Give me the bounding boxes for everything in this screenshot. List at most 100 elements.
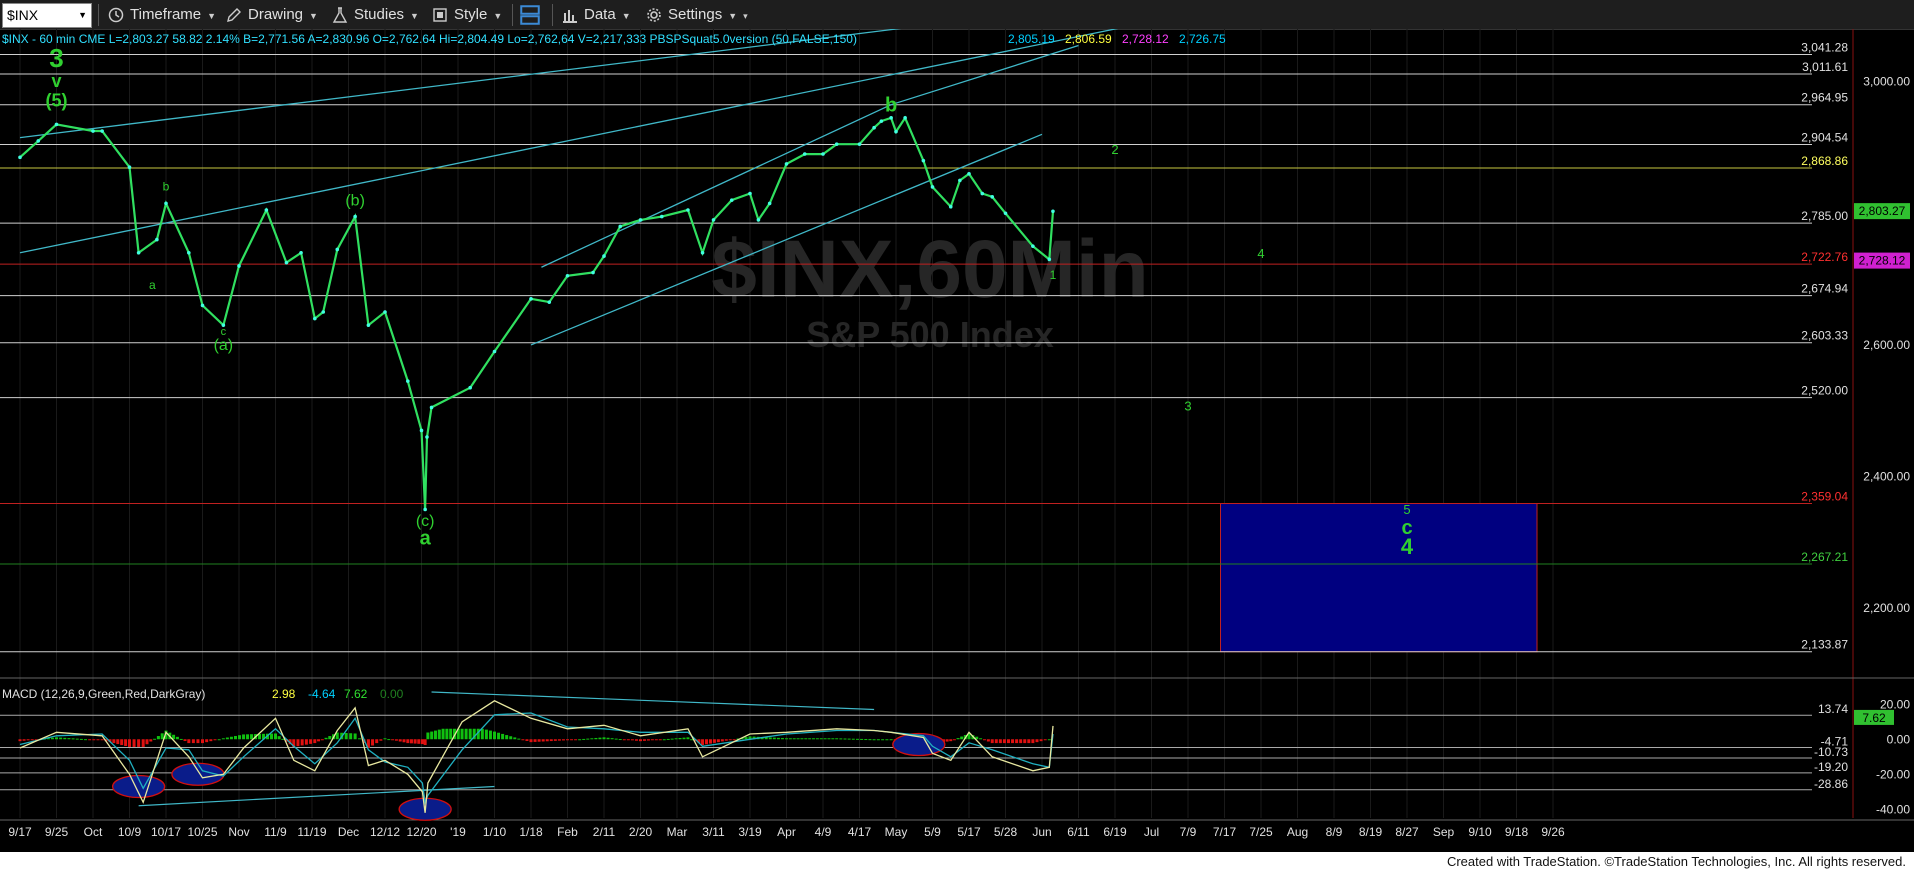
layout-button[interactable] (520, 3, 544, 26)
macd-histogram-bar (724, 739, 728, 741)
x-tick-label: 6/11 (1067, 825, 1090, 839)
price-point (264, 208, 269, 212)
macd-histogram-bar (480, 728, 484, 740)
macd-histogram-bar (141, 739, 145, 747)
price-point (366, 323, 371, 327)
macd-histogram-bar (497, 732, 501, 740)
macd-histogram-bar (387, 739, 391, 741)
gear-icon (647, 8, 661, 22)
target-zone-box (1220, 503, 1538, 653)
macd-histogram-bar (394, 739, 398, 741)
macd-histogram-bar (780, 738, 784, 740)
caret-down-icon: ▼ (410, 11, 419, 21)
macd-level-label: -4.71 (1821, 734, 1849, 748)
macd-histogram-bar (529, 739, 533, 743)
macd-histogram-bar (658, 739, 662, 741)
x-tick-label: Jun (1032, 825, 1051, 839)
price-point (958, 178, 962, 183)
macd-histogram-bar (406, 739, 410, 744)
macd-histogram-bar (614, 738, 618, 740)
settings-menu[interactable]: Settings ▼ ▾ (646, 3, 748, 26)
chevron-down-icon[interactable]: ▼ (78, 10, 87, 20)
wave-label: 4 (1257, 246, 1264, 261)
macd-histogram-bar (164, 730, 168, 740)
timeframe-label: Timeframe (130, 6, 202, 23)
macd-histogram-bar (128, 739, 131, 747)
data-label: Data (584, 6, 616, 23)
macd-histogram-bar (541, 739, 545, 742)
macd-histogram-bar (1047, 739, 1051, 741)
macd-histogram-bar (945, 739, 949, 742)
macd-histogram-bar (847, 738, 851, 740)
macd-histogram-bar (728, 739, 732, 741)
x-tick-label: 10/17 (151, 825, 181, 839)
macd-histogram-bar (639, 739, 642, 742)
price-point (136, 250, 141, 255)
macd-histogram-bar (452, 728, 456, 740)
macd-histogram-bar (213, 739, 217, 741)
macd-histogram-bar (371, 739, 375, 746)
macd-histogram-bar (785, 738, 788, 740)
y-tick-label: 3,000.00 (1863, 75, 1910, 89)
macd-histogram-bar (362, 739, 366, 744)
macd-histogram-bar (975, 736, 979, 740)
macd-histogram-bar (413, 739, 417, 744)
price-point (784, 162, 789, 166)
macd-histogram-bar (819, 738, 823, 740)
wave-label: v (51, 71, 61, 91)
studies-menu[interactable]: Studies ▼ (332, 3, 419, 26)
caret-down-icon: ▼ (207, 11, 217, 21)
bar-chart-icon (563, 10, 577, 24)
price-point (872, 125, 876, 130)
price-point (127, 165, 132, 170)
macd-histogram-bar (238, 735, 242, 740)
layout-icon (520, 5, 540, 25)
macd-histogram-bar (124, 739, 128, 746)
price-point (164, 201, 168, 206)
macd-histogram-bar (800, 738, 804, 740)
macd-histogram-bar (712, 739, 716, 743)
macd-legend-value: -4.64 (308, 687, 336, 701)
macd-histogram-bar (998, 739, 1002, 744)
pencil-icon (227, 8, 241, 22)
macd-histogram-bar (843, 738, 847, 740)
macd-legend-value: 2.98 (272, 687, 296, 701)
channel-line (890, 44, 1079, 106)
x-tick-label: Aug (1287, 825, 1308, 839)
macd-histogram-bar (705, 739, 709, 745)
macd-histogram-bar (233, 735, 237, 740)
macd-histogram-bar (990, 739, 994, 744)
macd-histogram-bar (324, 737, 328, 740)
x-tick-label: 3/19 (738, 825, 762, 839)
footer-credit: Created with TradeStation. ©TradeStation… (1446, 854, 1906, 869)
drawing-menu[interactable]: Drawing ▼ (226, 3, 318, 26)
macd-histogram-bar (55, 737, 58, 740)
style-menu[interactable]: Style ▼ (432, 3, 502, 26)
overflow-caret-icon[interactable]: ▾ (743, 11, 748, 21)
indicator-value: 2,806.59 (1065, 32, 1112, 46)
macd-histogram-bar (868, 739, 872, 741)
price-tag (1854, 252, 1910, 269)
timeframe-menu[interactable]: Timeframe ▼ (108, 3, 216, 26)
data-menu[interactable]: Data ▼ (562, 3, 631, 26)
price-point (821, 152, 825, 156)
macd-histogram-bar (586, 738, 590, 740)
macd-histogram-bar (827, 738, 831, 740)
indicator-value: 2,726.75 (1179, 32, 1226, 46)
macd-histogram-bar (116, 739, 120, 745)
wave-label: c (1401, 517, 1412, 539)
level-label: 2,785.00 (1801, 209, 1848, 223)
price-point (423, 507, 427, 512)
macd-histogram-bar (952, 739, 956, 741)
macd-histogram-bar (196, 739, 200, 744)
macd-histogram-bar (18, 739, 22, 742)
wave-label: a (149, 278, 156, 292)
macd-histogram-bar (430, 731, 434, 740)
symbol-input[interactable]: $INX ▼ (2, 3, 92, 28)
macd-histogram-bar (1027, 739, 1031, 744)
macd-histogram-bar (561, 739, 565, 741)
macd-histogram-bar (525, 739, 529, 741)
wave-label: c (221, 326, 227, 338)
